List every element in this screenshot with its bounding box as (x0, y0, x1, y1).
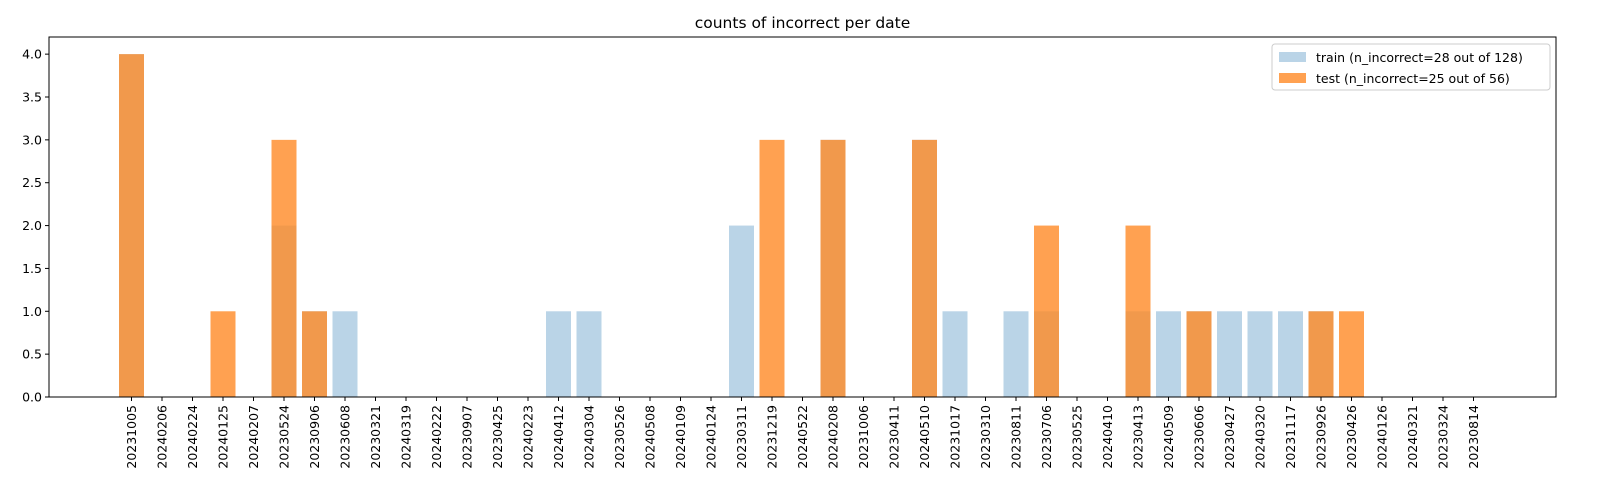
x-tick-label: 20231219 (765, 405, 780, 469)
y-tick-label: 0.0 (22, 390, 42, 405)
x-tick-label: 20230608 (338, 405, 353, 469)
x-axis-ticks: 20231005 20240206 20240224 20240125 20240207… (124, 397, 1481, 469)
bar-train-20231017 (942, 311, 968, 397)
x-tick-label: 20240321 (1405, 405, 1420, 469)
x-tick-label: 20240124 (704, 405, 719, 469)
x-tick-label: 20230425 (490, 405, 505, 469)
x-tick-label: 20231006 (856, 405, 871, 469)
legend-swatch-test (1279, 73, 1306, 83)
x-tick-label: 20230814 (1466, 405, 1481, 469)
x-tick-label: 20231005 (124, 405, 139, 469)
bar-test-20231219 (759, 139, 785, 398)
y-tick-label: 2.0 (22, 218, 42, 233)
bar-train-20240509 (1156, 311, 1181, 397)
x-tick-label: 20230426 (1344, 405, 1359, 469)
x-tick-label: 20230413 (1131, 405, 1146, 469)
x-tick-label: 20230926 (1314, 405, 1329, 469)
x-tick-label: 20240109 (673, 405, 688, 469)
x-tick-label: 20240125 (216, 405, 231, 469)
y-tick-label: 4.0 (22, 47, 42, 62)
x-tick-label: 20230524 (277, 405, 292, 469)
y-tick-label: 1.5 (22, 261, 42, 276)
bar-train-20230311 (729, 225, 754, 397)
series-train (119, 54, 1334, 398)
chart-title: counts of incorrect per date (695, 14, 911, 32)
bar-train-20240412 (546, 311, 571, 397)
x-tick-label: 20231117 (1283, 405, 1298, 469)
x-tick-label: 20230907 (460, 405, 475, 469)
x-tick-label: 20230310 (978, 405, 993, 469)
x-tick-label: 20231017 (948, 405, 963, 469)
x-tick-label: 20240207 (246, 405, 261, 469)
x-tick-label: 20240208 (826, 405, 841, 469)
bar-test-20230413 (1125, 225, 1151, 397)
x-tick-label: 20240410 (1100, 405, 1115, 469)
y-axis-ticks: 0.0 0.5 1.0 1.5 2.0 2.5 3.0 3.5 4.0 (22, 47, 49, 405)
y-tick-label: 2.5 (22, 175, 42, 190)
legend-swatch-train (1279, 52, 1306, 62)
x-tick-label: 20240412 (551, 405, 566, 469)
bar-test-20230926 (1308, 311, 1334, 397)
y-tick-label: 0.5 (22, 347, 42, 362)
x-tick-label: 20240510 (917, 405, 932, 469)
legend-box (1271, 43, 1551, 91)
bar-test-20230426 (1339, 311, 1364, 397)
x-tick-label: 20230324 (1436, 405, 1451, 469)
x-tick-label: 20240224 (185, 405, 200, 469)
x-tick-label: 20230525 (1070, 405, 1085, 469)
bar-train-20240304 (576, 311, 602, 397)
legend: train (n_incorrect=28 out of 128) test (n… (1271, 43, 1551, 91)
bar-train-20230427 (1217, 311, 1242, 397)
x-tick-label: 20230906 (307, 405, 322, 469)
bar-train-20230811 (1003, 311, 1029, 397)
x-tick-label: 20240320 (1253, 405, 1268, 469)
x-tick-label: 20240222 (429, 405, 444, 469)
series-test (119, 54, 1364, 398)
bar-train-20230608 (332, 311, 358, 397)
bar-test-20230524 (271, 139, 297, 398)
x-tick-label: 20230526 (612, 405, 627, 469)
x-tick-label: 20240126 (1375, 405, 1390, 469)
legend-label-test: test (n_incorrect=25 out of 56) (1316, 71, 1510, 86)
x-tick-label: 20230606 (1192, 405, 1207, 469)
x-tick-label: 20240223 (521, 405, 536, 469)
x-tick-label: 20230311 (734, 405, 749, 469)
x-tick-label: 20240304 (582, 405, 597, 469)
bar-test-20230606 (1186, 311, 1212, 397)
bar-train-20240320 (1247, 311, 1273, 397)
x-tick-label: 20230321 (368, 405, 383, 469)
bar-test-20240510 (912, 139, 937, 398)
bar-test-20231005 (119, 54, 144, 397)
bar-train-20231117 (1278, 311, 1303, 397)
x-tick-label: 20230811 (1009, 405, 1024, 469)
bar-test-20240208 (820, 139, 846, 398)
x-tick-label: 20230706 (1039, 405, 1054, 469)
y-tick-label: 3.0 (22, 132, 42, 147)
y-tick-label: 3.5 (22, 90, 42, 105)
x-tick-label: 20240206 (155, 405, 170, 469)
x-tick-label: 20230427 (1222, 405, 1237, 469)
x-tick-label: 20240509 (1161, 405, 1176, 469)
bar-test-20230906 (302, 311, 327, 397)
bar-test-20230706 (1034, 225, 1059, 397)
x-tick-label: 20240508 (643, 405, 658, 469)
bars-layer (119, 54, 1364, 398)
bar-test-20240125 (210, 311, 236, 397)
x-tick-label: 20240319 (399, 405, 414, 469)
y-tick-label: 1.0 (22, 304, 42, 319)
x-tick-label: 20240522 (795, 405, 810, 469)
x-tick-label: 20230411 (887, 405, 902, 469)
legend-label-train: train (n_incorrect=28 out of 128) (1316, 50, 1523, 65)
